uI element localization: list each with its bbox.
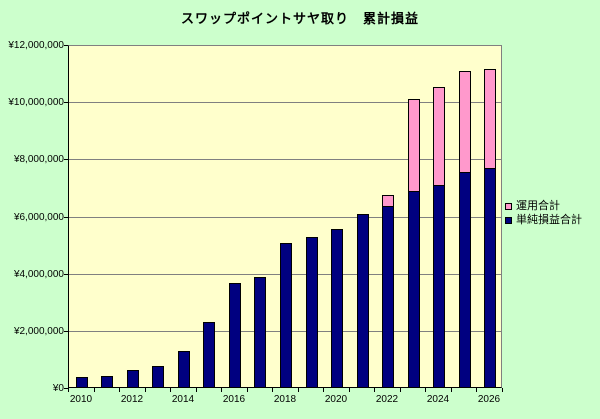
y-axis-tick <box>64 102 68 103</box>
bar-2018-simple-total <box>280 243 292 388</box>
bar-2017-simple-total <box>254 277 266 388</box>
bar-2022-simple-total <box>382 206 394 388</box>
legend-label-simple-pl-total: 単純損益合計 <box>516 214 582 226</box>
chart-title: スワップポイントサヤ取り 累計損益 <box>180 11 419 26</box>
x-axis-tick <box>221 388 222 392</box>
bar-2026-operation-total <box>484 69 496 169</box>
y-axis-tick <box>64 217 68 218</box>
x-axis-label: 2026 <box>477 394 501 405</box>
bar-2020-simple-total <box>331 229 343 388</box>
gridline <box>69 102 501 104</box>
bar-2022-operation-total <box>382 195 394 207</box>
bar-2021-simple-total <box>357 214 369 388</box>
y-axis-label: ¥6,000,000 <box>13 212 64 223</box>
bar-2023-operation-total <box>408 99 420 192</box>
legend-marker-simple-pl-total-icon <box>505 216 512 224</box>
bar-2016-simple-total <box>229 283 241 388</box>
legend: 運用合計 単純損益合計 <box>505 199 582 227</box>
x-axis-tick <box>425 388 426 392</box>
x-axis-tick <box>272 388 273 392</box>
legend-marker-operation-total-icon <box>505 202 512 210</box>
legend-label-operation-total: 運用合計 <box>516 200 560 212</box>
x-axis-tick <box>400 388 401 392</box>
y-axis-tick <box>64 388 68 389</box>
x-axis-tick <box>374 388 375 392</box>
x-axis-label: 2016 <box>222 394 246 405</box>
bar-2011-simple-total <box>101 376 113 388</box>
x-axis-tick <box>145 388 146 392</box>
bar-2012-simple-total <box>127 370 139 388</box>
gridline <box>69 216 501 218</box>
bar-2024-simple-total <box>433 185 445 388</box>
bar-2023-simple-total <box>408 191 420 388</box>
x-axis-tick <box>476 388 477 392</box>
x-axis-tick <box>298 388 299 392</box>
bar-2025-simple-total <box>459 172 471 388</box>
x-axis-label: 2022 <box>375 394 399 405</box>
legend-item-operation-total: 運用合計 <box>505 199 582 213</box>
x-axis-tick <box>94 388 95 392</box>
y-axis-label: ¥2,000,000 <box>13 326 64 337</box>
gridline <box>69 159 501 161</box>
y-axis-tick <box>64 274 68 275</box>
y-axis-label: ¥10,000,000 <box>8 97 64 108</box>
bar-2019-simple-total <box>306 237 318 388</box>
x-axis-label: 2012 <box>120 394 144 405</box>
bar-2010-simple-total <box>76 377 88 388</box>
y-axis-tick <box>64 159 68 160</box>
x-axis-tick <box>247 388 248 392</box>
bar-2026-simple-total <box>484 168 496 388</box>
legend-item-simple-pl-total: 単純損益合計 <box>505 213 582 227</box>
plot-area <box>68 45 502 388</box>
y-axis-label: ¥8,000,000 <box>13 154 64 165</box>
x-axis-label: 2024 <box>426 394 450 405</box>
x-axis-tick <box>502 388 503 392</box>
x-axis-tick <box>323 388 324 392</box>
x-axis-tick <box>349 388 350 392</box>
x-axis-label: 2020 <box>324 394 348 405</box>
y-axis-tick <box>64 331 68 332</box>
x-axis-tick <box>196 388 197 392</box>
x-axis-tick <box>68 388 69 392</box>
y-axis-label: ¥12,000,000 <box>8 40 64 51</box>
bar-2025-operation-total <box>459 71 471 173</box>
y-axis-tick <box>64 45 68 46</box>
y-axis-label: ¥4,000,000 <box>13 269 64 280</box>
x-axis-label: 2014 <box>171 394 195 405</box>
x-axis-tick <box>119 388 120 392</box>
x-axis-tick <box>451 388 452 392</box>
x-axis-label: 2010 <box>69 394 93 405</box>
bar-2013-simple-total <box>152 366 164 388</box>
bar-2014-simple-total <box>178 351 190 388</box>
x-axis-label: 2018 <box>273 394 297 405</box>
y-axis-label: ¥0 <box>52 383 64 394</box>
x-axis-tick <box>170 388 171 392</box>
bar-2024-operation-total <box>433 87 445 186</box>
bar-2015-simple-total <box>203 322 215 388</box>
